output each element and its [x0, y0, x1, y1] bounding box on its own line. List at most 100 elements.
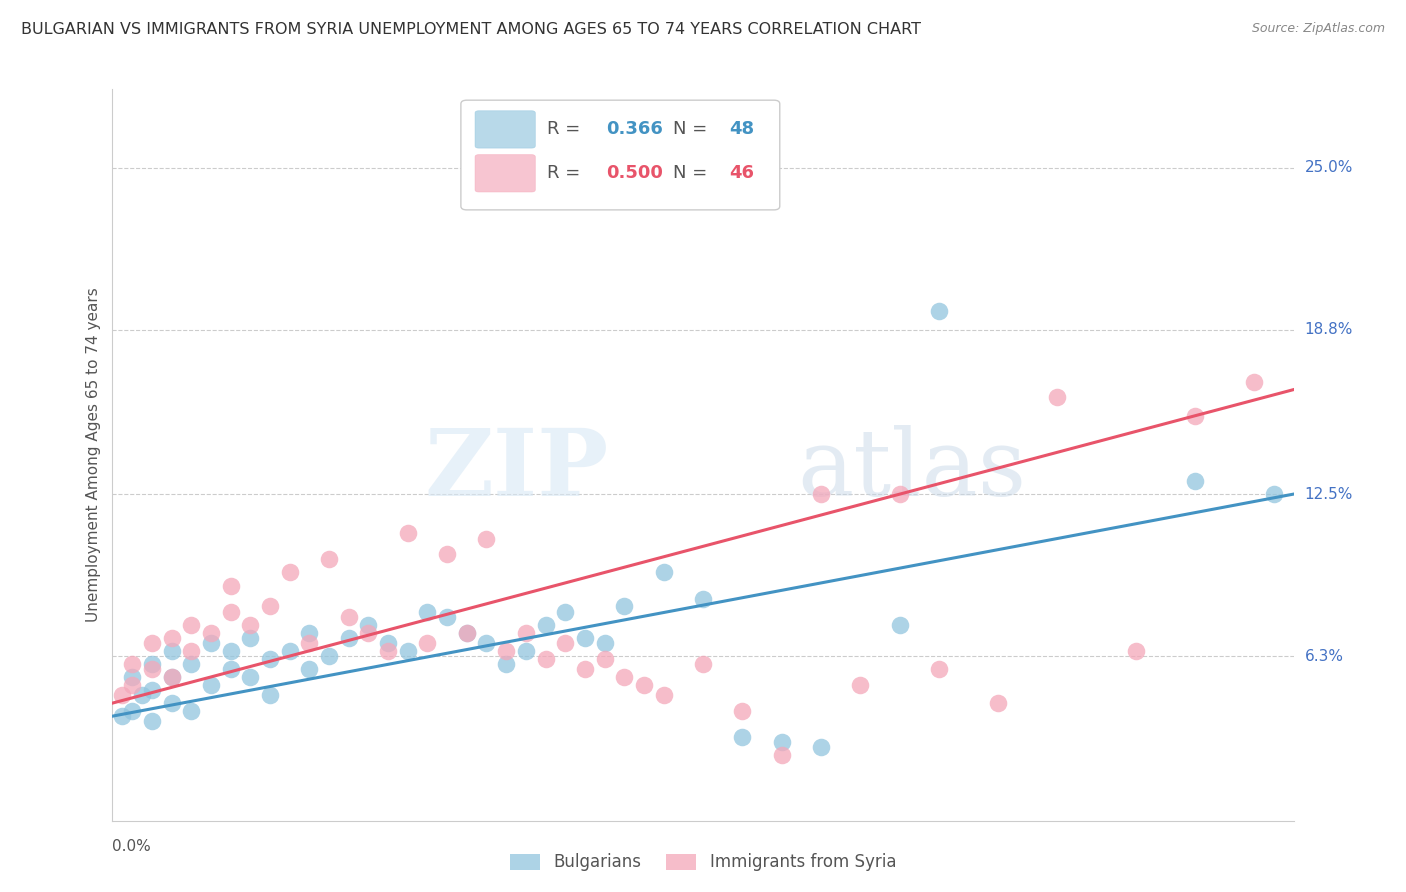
Point	[141, 636, 163, 650]
Text: ZIP: ZIP	[425, 425, 609, 515]
Point	[141, 683, 163, 698]
FancyBboxPatch shape	[461, 100, 780, 210]
Point	[200, 636, 222, 650]
Point	[810, 740, 832, 755]
Point	[180, 644, 202, 658]
Point	[849, 678, 872, 692]
Point	[475, 532, 498, 546]
Point	[396, 526, 419, 541]
Point	[495, 644, 517, 658]
Legend: Bulgarians, Immigrants from Syria: Bulgarians, Immigrants from Syria	[503, 847, 903, 878]
Point	[298, 636, 321, 650]
Text: N =: N =	[673, 120, 713, 138]
Text: 0.500: 0.500	[606, 164, 664, 182]
Point	[200, 678, 222, 692]
Point	[1125, 644, 1147, 658]
Point	[318, 552, 340, 566]
Point	[219, 605, 242, 619]
Text: N =: N =	[673, 164, 713, 182]
Point	[180, 657, 202, 671]
Point	[889, 617, 911, 632]
Point	[219, 578, 242, 592]
Point	[239, 670, 262, 684]
Point	[416, 605, 439, 619]
Text: 18.8%: 18.8%	[1305, 322, 1353, 337]
Point	[810, 487, 832, 501]
Point	[357, 617, 380, 632]
Point	[396, 644, 419, 658]
Point	[456, 625, 478, 640]
Point	[131, 688, 153, 702]
Text: 25.0%: 25.0%	[1305, 160, 1353, 175]
Point	[416, 636, 439, 650]
Point	[475, 636, 498, 650]
FancyBboxPatch shape	[475, 111, 536, 148]
Point	[298, 662, 321, 676]
Point	[613, 599, 636, 614]
Point	[259, 599, 281, 614]
Point	[456, 625, 478, 640]
Point	[259, 651, 281, 665]
Point	[770, 748, 793, 763]
Point	[377, 644, 399, 658]
Point	[200, 625, 222, 640]
Point	[337, 631, 360, 645]
Point	[633, 678, 655, 692]
Text: Source: ZipAtlas.com: Source: ZipAtlas.com	[1251, 22, 1385, 36]
FancyBboxPatch shape	[475, 154, 536, 192]
Point	[889, 487, 911, 501]
Point	[298, 625, 321, 640]
Point	[377, 636, 399, 650]
Point	[219, 662, 242, 676]
Point	[121, 670, 143, 684]
Point	[692, 591, 714, 606]
Point	[1184, 474, 1206, 488]
Text: 6.3%: 6.3%	[1305, 648, 1344, 664]
Text: atlas: atlas	[797, 425, 1026, 515]
Point	[928, 304, 950, 318]
Point	[574, 631, 596, 645]
Text: 0.366: 0.366	[606, 120, 664, 138]
Text: 46: 46	[728, 164, 754, 182]
Point	[239, 617, 262, 632]
Point	[337, 610, 360, 624]
Point	[574, 662, 596, 676]
Point	[357, 625, 380, 640]
Point	[613, 670, 636, 684]
Point	[219, 644, 242, 658]
Text: 48: 48	[728, 120, 754, 138]
Text: R =: R =	[547, 120, 586, 138]
Point	[495, 657, 517, 671]
Point	[770, 735, 793, 749]
Point	[121, 704, 143, 718]
Point	[180, 704, 202, 718]
Point	[1184, 409, 1206, 423]
Text: 0.0%: 0.0%	[112, 838, 152, 854]
Point	[1046, 391, 1069, 405]
Point	[436, 610, 458, 624]
Point	[160, 644, 183, 658]
Point	[160, 670, 183, 684]
Point	[141, 662, 163, 676]
Y-axis label: Unemployment Among Ages 65 to 74 years: Unemployment Among Ages 65 to 74 years	[86, 287, 101, 623]
Point	[121, 657, 143, 671]
Point	[111, 709, 134, 723]
Point	[534, 651, 557, 665]
Text: R =: R =	[547, 164, 586, 182]
Point	[1263, 487, 1285, 501]
Point	[278, 644, 301, 658]
Point	[554, 636, 576, 650]
Point	[534, 617, 557, 632]
Point	[731, 704, 754, 718]
Point	[141, 714, 163, 729]
Point	[278, 566, 301, 580]
Point	[141, 657, 163, 671]
Point	[593, 651, 616, 665]
Point	[121, 678, 143, 692]
Point	[111, 688, 134, 702]
Point	[987, 696, 1010, 710]
Text: BULGARIAN VS IMMIGRANTS FROM SYRIA UNEMPLOYMENT AMONG AGES 65 TO 74 YEARS CORREL: BULGARIAN VS IMMIGRANTS FROM SYRIA UNEMP…	[21, 22, 921, 37]
Point	[318, 649, 340, 664]
Point	[160, 670, 183, 684]
Point	[160, 696, 183, 710]
